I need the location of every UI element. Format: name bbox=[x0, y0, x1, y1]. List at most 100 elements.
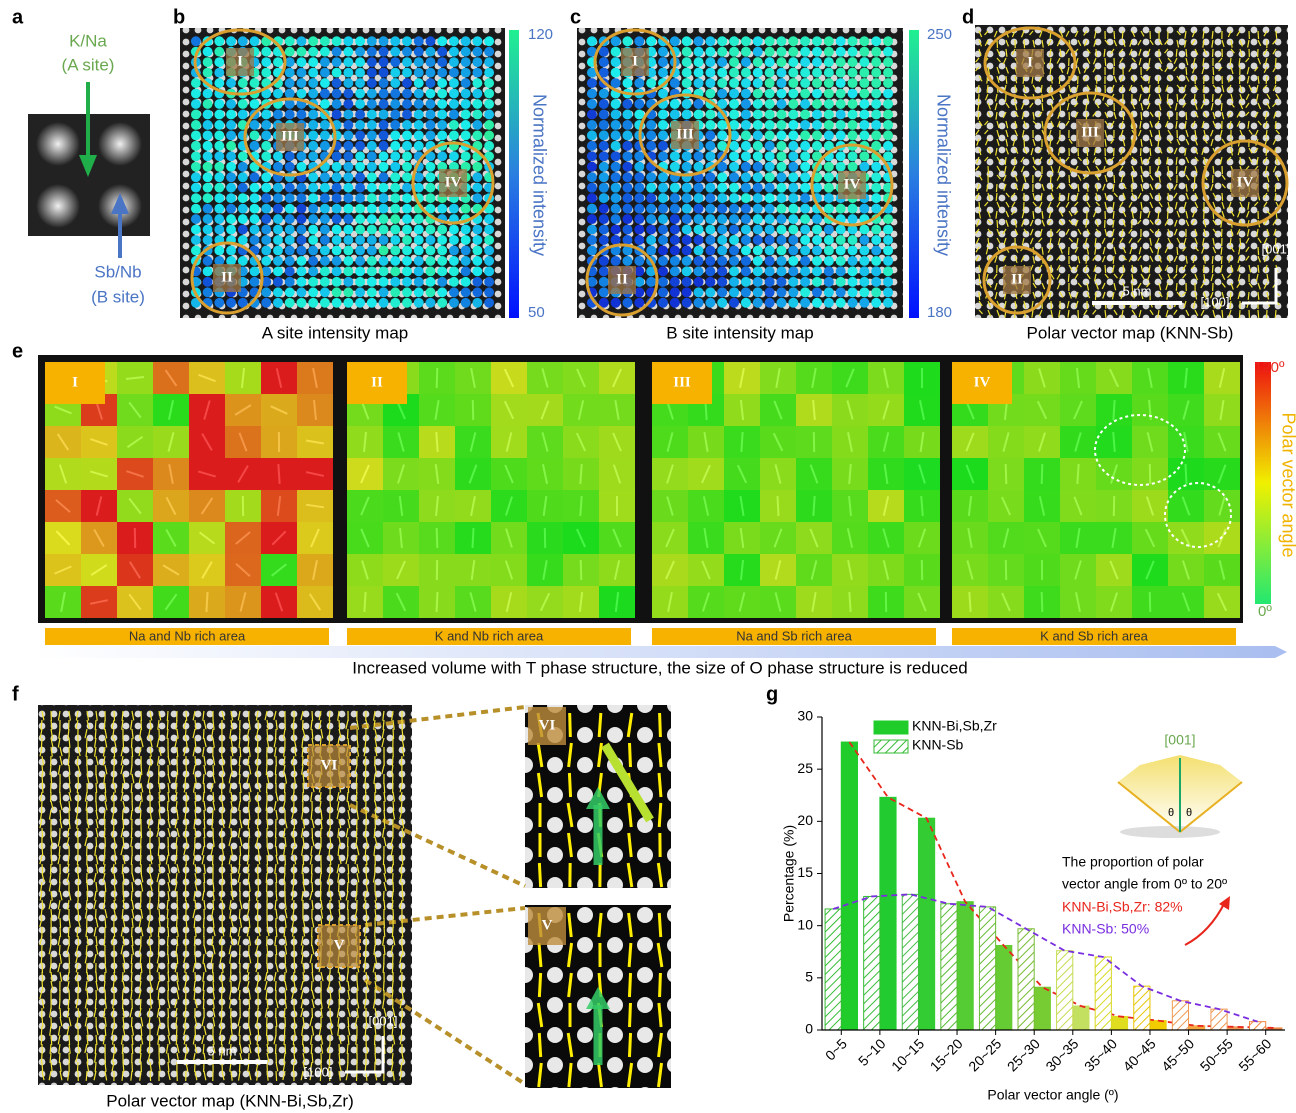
vector bbox=[1177, 94, 1178, 102]
bar bbox=[941, 904, 957, 1030]
vector bbox=[293, 1062, 294, 1072]
atom-dot bbox=[800, 78, 810, 88]
atom-dot bbox=[214, 204, 224, 214]
vector bbox=[997, 220, 998, 228]
atom-dot bbox=[379, 141, 389, 151]
atom-dot bbox=[355, 78, 365, 88]
atom-dot bbox=[800, 214, 810, 224]
vector bbox=[987, 85, 988, 93]
atom-dot bbox=[402, 162, 412, 172]
atom-dot bbox=[824, 225, 834, 235]
atom-dot bbox=[587, 89, 597, 99]
vector bbox=[348, 1017, 349, 1027]
atom-dot bbox=[472, 47, 482, 57]
atom-dot bbox=[788, 36, 798, 46]
atom-dot bbox=[484, 277, 494, 287]
atom-dot bbox=[705, 287, 715, 297]
bar bbox=[864, 896, 880, 1030]
atom-dot bbox=[788, 277, 798, 287]
atom-dot bbox=[634, 36, 644, 46]
vector bbox=[303, 873, 304, 883]
vector bbox=[312, 828, 313, 838]
panel-d: Polar vector map (KNN-Sb) IIIIIVII5 nm[0… bbox=[975, 25, 1290, 342]
atom-dot bbox=[682, 183, 692, 193]
panel-label: c bbox=[570, 6, 581, 28]
atom-dot bbox=[705, 89, 715, 99]
vector bbox=[1006, 464, 1007, 484]
atom-dot bbox=[273, 193, 283, 203]
atom-dot bbox=[437, 266, 447, 276]
atom-dot bbox=[883, 57, 893, 67]
atom-dot bbox=[776, 151, 786, 161]
atom-dot bbox=[705, 120, 715, 130]
atom-dot bbox=[332, 36, 342, 46]
atom-dot bbox=[214, 246, 224, 256]
atom-dot bbox=[658, 214, 668, 224]
atom-dot bbox=[788, 151, 798, 161]
atom-dot bbox=[765, 235, 775, 245]
vector bbox=[402, 927, 403, 937]
atom-dot bbox=[788, 99, 798, 109]
atom-dot bbox=[800, 162, 810, 172]
atom-dot bbox=[765, 47, 775, 57]
atom-dot bbox=[426, 266, 436, 276]
atom-dot bbox=[646, 120, 656, 130]
atom-dot bbox=[824, 130, 834, 140]
atom-dot bbox=[426, 130, 436, 140]
vector bbox=[60, 810, 61, 820]
atom-dot bbox=[741, 266, 751, 276]
atom-dot bbox=[753, 298, 763, 308]
atom-dot bbox=[250, 214, 260, 224]
atom-dot bbox=[836, 298, 846, 308]
atom-dot bbox=[848, 68, 858, 78]
y-axis-label: Percentage (%) bbox=[781, 825, 797, 922]
atom-dot bbox=[308, 89, 318, 99]
caption: Polar vector map (KNN-Sb) bbox=[1027, 323, 1234, 342]
vector bbox=[213, 972, 214, 982]
atom-dot bbox=[646, 130, 656, 140]
atom-dot bbox=[297, 183, 307, 193]
bar bbox=[1250, 1022, 1266, 1030]
vector bbox=[140, 954, 141, 964]
vector bbox=[659, 773, 661, 797]
atom-dot bbox=[836, 151, 846, 161]
atom-dot bbox=[587, 225, 597, 235]
atom-dot bbox=[705, 47, 715, 57]
atom-dot bbox=[859, 89, 869, 99]
vector bbox=[393, 729, 394, 739]
atom-dot bbox=[226, 120, 236, 130]
atom-dot bbox=[297, 277, 307, 287]
atom-dot bbox=[646, 172, 656, 182]
vector bbox=[159, 972, 160, 982]
atom-dot bbox=[646, 183, 656, 193]
atom-dot bbox=[812, 141, 822, 151]
atom-dot bbox=[261, 193, 271, 203]
atom-dot bbox=[250, 36, 260, 46]
atom-dot bbox=[812, 266, 822, 276]
atom-dot bbox=[379, 193, 389, 203]
atom-dot bbox=[437, 298, 447, 308]
atom-dot bbox=[670, 235, 680, 245]
vector bbox=[1258, 292, 1259, 300]
atom-dot bbox=[367, 277, 377, 287]
atom-dot bbox=[776, 78, 786, 88]
atom-dot bbox=[426, 193, 436, 203]
atom-dot bbox=[449, 57, 459, 67]
atom-dot bbox=[788, 172, 798, 182]
atom-dot bbox=[788, 235, 798, 245]
atom-dot bbox=[238, 204, 248, 214]
atom-dot bbox=[717, 78, 727, 88]
atom-dot bbox=[670, 99, 680, 109]
atom-dot bbox=[776, 109, 786, 119]
atom-dot bbox=[343, 110, 353, 120]
vector bbox=[267, 963, 268, 973]
atom-dot bbox=[800, 172, 810, 182]
vector bbox=[339, 1044, 340, 1054]
atom-dot bbox=[682, 47, 692, 57]
atom-dot bbox=[343, 214, 353, 224]
atom-dot bbox=[812, 214, 822, 224]
atom-dot bbox=[646, 141, 656, 151]
atom-dot bbox=[472, 130, 482, 140]
bar bbox=[1073, 1006, 1089, 1030]
atom-dot bbox=[203, 214, 213, 224]
